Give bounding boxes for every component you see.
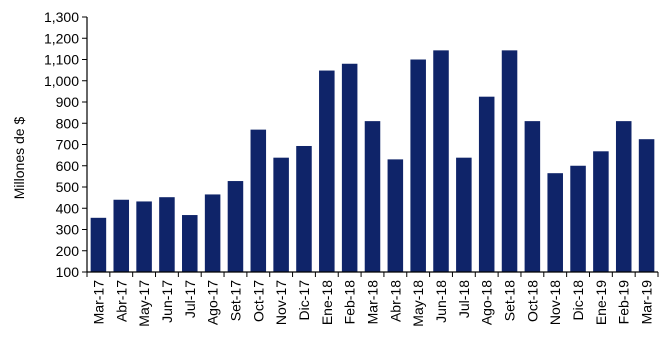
x-tick-label: Abr-18 <box>387 280 403 322</box>
bar-jul-17 <box>182 215 198 272</box>
x-tick-label: Ene-19 <box>593 280 609 325</box>
x-tick-label: Mar-17 <box>90 280 106 325</box>
axes-group: 100 200 300 400 500 600 700 800 900 1,000 1,100 1,2… <box>44 9 659 327</box>
x-tick-label: May-18 <box>410 280 426 327</box>
bar-set-17 <box>227 181 244 272</box>
x-tick-label: Set-17 <box>227 280 243 321</box>
y-tick-label: 500 <box>56 179 80 195</box>
x-tick-label: Jul-18 <box>456 280 472 318</box>
bar-mar-19 <box>638 139 655 272</box>
y-tick-label: 600 <box>56 158 80 174</box>
x-tick-label: Mar-19 <box>639 280 655 325</box>
bar-ago-17 <box>204 194 221 272</box>
bar-mar-18 <box>364 121 381 273</box>
x-tick-label: Set-18 <box>502 280 518 321</box>
x-tick-label: Oct-18 <box>524 280 540 322</box>
x-tick-label: Feb-18 <box>342 280 358 325</box>
bar-jun-17 <box>159 197 175 272</box>
bar-abr-18 <box>387 159 404 273</box>
y-tick-label: 1,100 <box>44 52 79 68</box>
x-tick-label: Jun-18 <box>433 280 449 323</box>
y-tick-label: 100 <box>56 264 80 280</box>
bar-dic-17 <box>296 145 312 272</box>
y-tick-label: 200 <box>56 243 80 259</box>
bar-may-17 <box>136 201 152 272</box>
bar-jun-18 <box>433 50 449 272</box>
x-tick-label: Jul-17 <box>182 280 198 318</box>
bar-may-18 <box>410 59 426 272</box>
x-tick-label: Ene-18 <box>319 280 335 325</box>
bar-oct-18 <box>524 121 541 273</box>
bar-oct-17 <box>250 129 267 273</box>
y-tick-label: 800 <box>56 115 80 131</box>
bar-nov-17 <box>273 157 289 272</box>
x-tick-label: Nov-17 <box>273 280 289 325</box>
y-tick-label: 1,000 <box>44 73 79 89</box>
bar-dic-18 <box>570 165 586 272</box>
y-tick-label: 700 <box>56 137 80 153</box>
y-tick-label: 1,300 <box>44 9 79 25</box>
bar-feb-18 <box>341 63 358 272</box>
bars-group <box>90 50 655 273</box>
y-tick-label: 300 <box>56 222 80 238</box>
x-tick-label: Feb-19 <box>616 280 632 325</box>
x-tick-label: Abr-17 <box>113 280 129 322</box>
x-tick-label: Ago-18 <box>479 280 495 325</box>
bar-jul-18 <box>456 157 472 272</box>
x-tick-label: Oct-17 <box>250 280 266 322</box>
bar-mar-17 <box>90 217 107 272</box>
bar-set-18 <box>501 50 518 272</box>
y-axis-title: Millones de $ <box>11 117 27 200</box>
bar-ene-19 <box>593 151 609 272</box>
y-tick-label: 400 <box>56 200 80 216</box>
x-tick-label: Ago-17 <box>205 280 221 325</box>
x-tick-label: Mar-18 <box>365 280 381 325</box>
y-tick-label: 900 <box>56 94 80 110</box>
y-tick-label: 1,200 <box>44 30 79 46</box>
x-tick-label: Dic-18 <box>570 280 586 321</box>
x-tick-label: Jun-17 <box>159 280 175 323</box>
x-tick-label: Nov-18 <box>547 280 563 325</box>
bar-ene-18 <box>319 70 335 272</box>
x-tick-label: May-17 <box>136 280 152 327</box>
bar-nov-18 <box>547 173 563 272</box>
bar-abr-17 <box>113 199 130 272</box>
bar-feb-19 <box>615 121 632 273</box>
x-tick-label: Dic-17 <box>296 280 312 321</box>
bar-ago-18 <box>478 96 495 272</box>
